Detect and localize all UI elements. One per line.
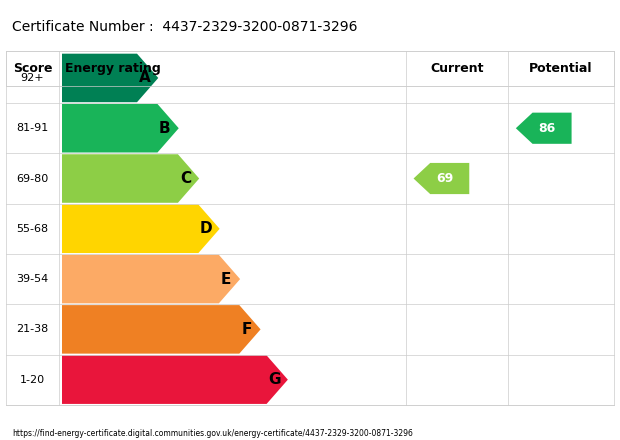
Polygon shape [516, 113, 572, 144]
Text: 69: 69 [436, 172, 453, 185]
Text: D: D [200, 221, 212, 236]
Text: 86: 86 [538, 122, 556, 135]
Text: F: F [242, 322, 252, 337]
Text: https://find-energy-certificate.digital.communities.gov.uk/energy-certificate/44: https://find-energy-certificate.digital.… [12, 429, 414, 438]
Polygon shape [62, 104, 179, 153]
Text: 55-68: 55-68 [17, 224, 48, 234]
Polygon shape [62, 154, 199, 203]
Polygon shape [62, 255, 240, 303]
Text: B: B [159, 121, 170, 136]
Text: 81-91: 81-91 [16, 123, 49, 133]
Text: Score: Score [13, 62, 52, 75]
Text: G: G [268, 372, 280, 387]
Text: A: A [139, 70, 150, 85]
Text: 69-80: 69-80 [16, 173, 49, 183]
Text: C: C [180, 171, 191, 186]
Text: Potential: Potential [529, 62, 593, 75]
Polygon shape [62, 356, 288, 404]
Text: Energy rating: Energy rating [65, 62, 161, 75]
Text: 21-38: 21-38 [16, 324, 49, 334]
Polygon shape [414, 163, 469, 194]
Text: Certificate Number :  4437-2329-3200-0871-3296: Certificate Number : 4437-2329-3200-0871… [12, 20, 358, 34]
Text: E: E [221, 271, 231, 286]
Bar [6, 51, 614, 86]
Polygon shape [62, 54, 158, 102]
Text: Current: Current [430, 62, 484, 75]
Polygon shape [62, 305, 260, 354]
Text: 92+: 92+ [20, 73, 45, 83]
Text: 1-20: 1-20 [20, 374, 45, 385]
Text: 39-54: 39-54 [16, 274, 49, 284]
Polygon shape [62, 205, 219, 253]
